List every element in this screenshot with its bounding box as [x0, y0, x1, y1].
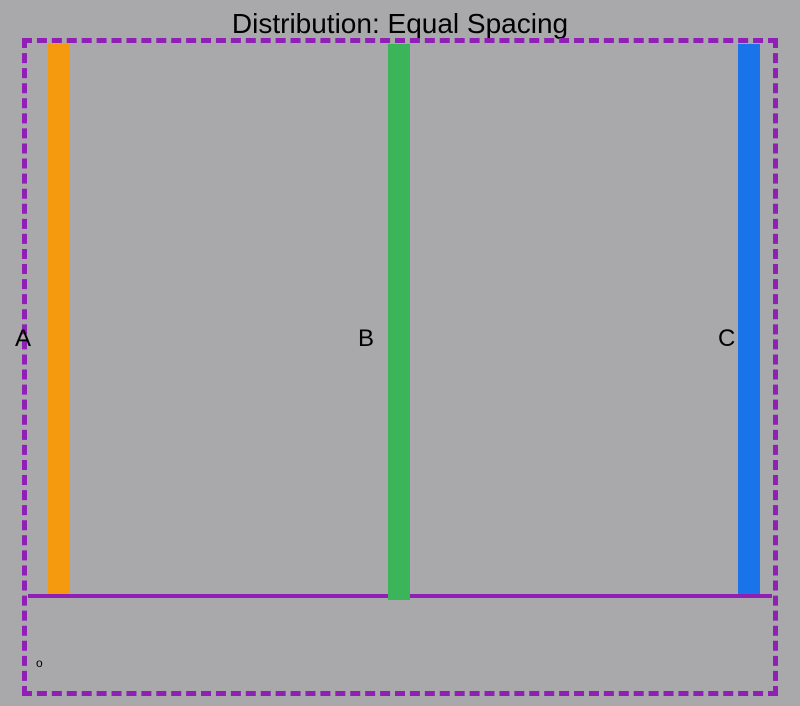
bar-b [388, 44, 410, 600]
bar-a [48, 44, 70, 594]
bar-c [738, 44, 760, 594]
diagram-title: Distribution: Equal Spacing [232, 8, 568, 40]
small-marker: o [36, 656, 43, 670]
bar-b-label: B [358, 325, 374, 353]
diagram-canvas: Distribution: Equal Spacing A B C o [0, 0, 800, 706]
bar-c-label: C [718, 325, 735, 353]
bar-a-label: A [15, 325, 31, 353]
